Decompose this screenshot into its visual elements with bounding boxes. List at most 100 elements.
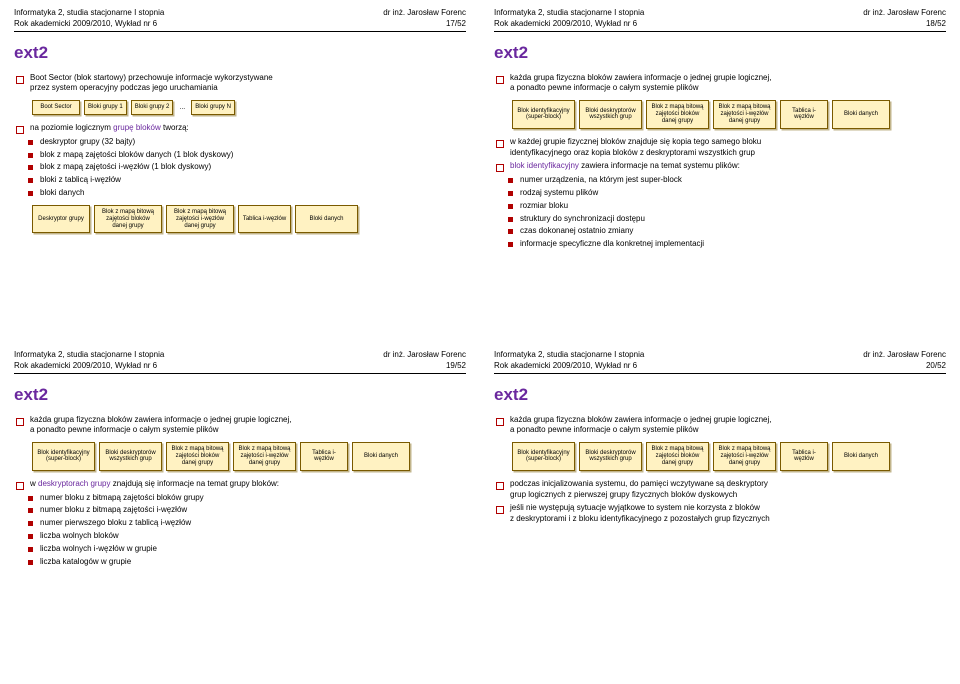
box: Blok z mapą bitową zajętości i-węzłów da… [233, 442, 296, 471]
page-num: 17/52 [383, 19, 466, 30]
t: zawiera informacje na temat systemu plik… [579, 161, 740, 170]
course-line: Informatyka 2, studia stacjonarne I stop… [14, 350, 164, 361]
sub-bullet: numer bloku z bitmapą zajętości i-węzłów [14, 505, 466, 516]
t: w każdej grupie fizycznej bloków znajduj… [510, 137, 761, 146]
sub-bullet: blok z mapą zajętości i-węzłów (1 blok d… [14, 162, 466, 173]
box: Bloki danych [352, 442, 410, 471]
bullet: w każdej grupie fizycznej bloków znajduj… [494, 137, 946, 159]
t: a ponadto pewne informacje o całym syste… [510, 83, 699, 92]
bullet: każda grupa fizyczna bloków zawiera info… [494, 73, 946, 95]
t-purple: grupę bloków [113, 123, 161, 132]
sub-bullet: liczba wolnych i-węzłów w grupie [14, 544, 466, 555]
course-line: Informatyka 2, studia stacjonarne I stop… [494, 8, 644, 19]
slide-17: Informatyka 2, studia stacjonarne I stop… [0, 0, 480, 342]
box: Tablica i-węzłów [780, 442, 828, 471]
bullet: Boot Sector (blok startowy) przechowuje … [14, 73, 466, 95]
t: na poziomie logicznym [30, 123, 113, 132]
box: Tablica i-węzłów [238, 205, 291, 234]
sub-bullet: rodzaj systemu plików [494, 188, 946, 199]
sub-bullet: bloki danych [14, 188, 466, 199]
diagram-physical-group: Blok identyfikacyjny (super-block) Bloki… [512, 100, 946, 129]
t: w [30, 479, 38, 488]
slide-20: Informatyka 2, studia stacjonarne I stop… [480, 342, 960, 684]
t: a ponadto pewne informacje o całym syste… [510, 425, 699, 434]
bullet: jeśli nie występują sytuacje wyjątkowe t… [494, 503, 946, 525]
box: Bloki danych [832, 100, 890, 129]
bullet: w deskryptorach grupy znajdują się infor… [14, 479, 466, 490]
box: Blok z mapą bitową zajętości bloków dane… [94, 205, 162, 234]
bullet: każda grupa fizyczna bloków zawiera info… [14, 415, 466, 437]
slide-title: ext2 [494, 42, 946, 65]
sub-bullet: struktury do synchronizacji dostępu [494, 214, 946, 225]
author-line: dr inż. Jarosław Forenc [863, 8, 946, 19]
bullet: każda grupa fizyczna bloków zawiera info… [494, 415, 946, 437]
bullet: podczas inicjalizowania systemu, do pami… [494, 479, 946, 501]
sub-bullet: deskryptor grupy (32 bajty) [14, 137, 466, 148]
slide-title: ext2 [494, 384, 946, 407]
t-purple: blok identyfikacyjny [510, 161, 579, 170]
t: przez system operacyjny podczas jego uru… [30, 83, 218, 92]
slide-title: ext2 [14, 384, 466, 407]
slide-header: Informatyka 2, studia stacjonarne I stop… [14, 8, 466, 32]
diagram-group: Deskryptor grupy Blok z mapą bitową zaję… [32, 205, 466, 234]
year-line: Rok akademicki 2009/2010, Wykład nr 6 [494, 361, 644, 372]
year-line: Rok akademicki 2009/2010, Wykład nr 6 [14, 19, 164, 30]
box: Blok z mapą bitową zajętości bloków dane… [166, 442, 229, 471]
box: Bloki danych [832, 442, 890, 471]
box: Bloki grupy 2 [131, 100, 174, 115]
t: jeśli nie występują sytuacje wyjątkowe t… [510, 503, 760, 512]
diagram-physical-group: Blok identyfikacyjny (super-block) Bloki… [512, 442, 946, 471]
page-num: 20/52 [863, 361, 946, 372]
sub-bullet: liczba wolnych bloków [14, 531, 466, 542]
t-purple: deskryptorach grupy [38, 479, 110, 488]
box: Blok z mapą bitową zajętości i-węzłów da… [713, 100, 776, 129]
box: Blok identyfikacyjny (super-block) [512, 442, 575, 471]
box: Bloki danych [295, 205, 358, 234]
course-line: Informatyka 2, studia stacjonarne I stop… [14, 8, 164, 19]
t: każda grupa fizyczna bloków zawiera info… [510, 73, 771, 82]
diagram-bootsector: Boot Sector Bloki grupy 1 Bloki grupy 2 … [32, 100, 466, 115]
t: z deskryptorami i z bloku identyfikacyjn… [510, 514, 770, 523]
box: Blok z mapą bitową zajętości bloków dane… [646, 442, 709, 471]
slide-header: Informatyka 2, studia stacjonarne I stop… [494, 8, 946, 32]
sub-bullet: numer pierwszego bloku z tablicą i-węzłó… [14, 518, 466, 529]
page-num: 18/52 [863, 19, 946, 30]
box: Blok identyfikacyjny (super-block) [32, 442, 95, 471]
sub-bullet: numer urządzenia, na którym jest super-b… [494, 175, 946, 186]
author-line: dr inż. Jarosław Forenc [383, 8, 466, 19]
bullet: blok identyfikacyjny zawiera informacje … [494, 161, 946, 172]
t: grup logicznych z pierwszej grupy fizycz… [510, 490, 737, 499]
t: a ponadto pewne informacje o całym syste… [30, 425, 219, 434]
box: Bloki deskryptorów wszystkich grup [579, 442, 642, 471]
slide-header: Informatyka 2, studia stacjonarne I stop… [14, 350, 466, 374]
bullet: na poziomie logicznym grupę bloków tworz… [14, 123, 466, 134]
slide-header: Informatyka 2, studia stacjonarne I stop… [494, 350, 946, 374]
t: Boot Sector (blok startowy) przechowuje … [30, 73, 273, 82]
t: identyfikacyjnego oraz kopia bloków z de… [510, 148, 755, 157]
course-line: Informatyka 2, studia stacjonarne I stop… [494, 350, 644, 361]
slide-title: ext2 [14, 42, 466, 65]
sub-bullet: czas dokonanej ostatnio zmiany [494, 226, 946, 237]
box: Blok z mapą bitową zajętości i-węzłów da… [166, 205, 234, 234]
box: Bloki deskryptorów wszystkich grup [99, 442, 162, 471]
box: Bloki grupy 1 [84, 100, 127, 115]
box: Tablica i-węzłów [780, 100, 828, 129]
t: każda grupa fizyczna bloków zawiera info… [510, 415, 771, 424]
sub-bullet: informacje specyficzne dla konkretnej im… [494, 239, 946, 250]
slide-18: Informatyka 2, studia stacjonarne I stop… [480, 0, 960, 342]
sub-bullet: bloki z tablicą i-węzłów [14, 175, 466, 186]
slide-19: Informatyka 2, studia stacjonarne I stop… [0, 342, 480, 684]
box: Blok z mapą bitową zajętości i-węzłów da… [713, 442, 776, 471]
sub-bullet: numer bloku z bitmapą zajętości bloków g… [14, 493, 466, 504]
t: tworzą: [161, 123, 189, 132]
year-line: Rok akademicki 2009/2010, Wykład nr 6 [494, 19, 644, 30]
box: Tablica i-węzłów [300, 442, 348, 471]
t: znajdują się informacje na temat grupy b… [110, 479, 279, 488]
box: Blok identyfikacyjny (super-block) [512, 100, 575, 129]
author-line: dr inż. Jarosław Forenc [863, 350, 946, 361]
box: Deskryptor grupy [32, 205, 90, 234]
year-line: Rok akademicki 2009/2010, Wykład nr 6 [14, 361, 164, 372]
author-line: dr inż. Jarosław Forenc [383, 350, 466, 361]
box: Bloki grupy N [191, 100, 235, 115]
sub-bullet: blok z mapą zajętości bloków danych (1 b… [14, 150, 466, 161]
